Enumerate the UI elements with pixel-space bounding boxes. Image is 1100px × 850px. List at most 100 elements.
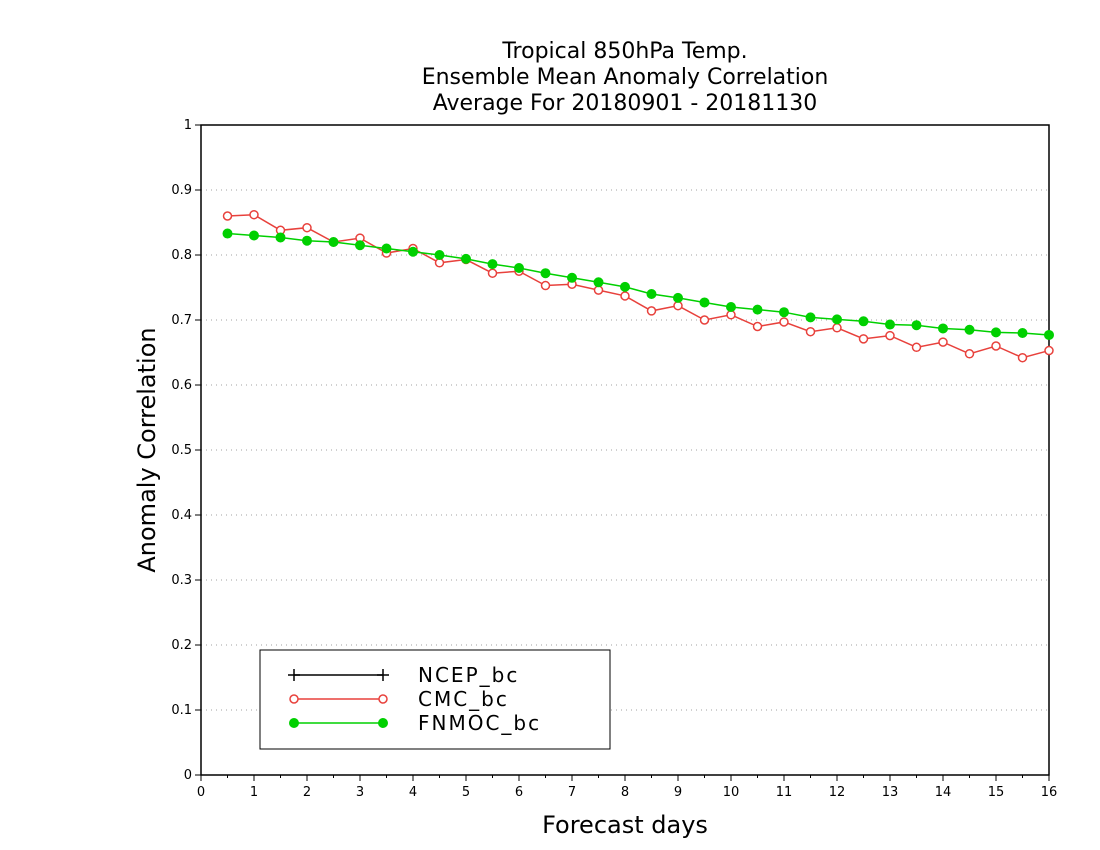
legend-label: CMC_bc <box>418 687 509 711</box>
x-tick-label: 8 <box>621 785 629 800</box>
data-point <box>858 334 869 344</box>
y-axis-label: Anomaly Correlation <box>133 327 161 572</box>
x-tick-label: 12 <box>829 785 846 800</box>
data-point <box>991 341 1001 351</box>
y-tick-label: 0.4 <box>171 508 192 523</box>
data-point <box>673 300 683 311</box>
x-tick-label: 9 <box>674 785 682 800</box>
x-tick-label: 5 <box>462 785 470 800</box>
data-point <box>514 263 524 273</box>
data-point <box>805 312 816 323</box>
data-point <box>885 319 895 330</box>
data-point <box>302 235 312 246</box>
data-point <box>699 297 710 308</box>
x-tick-label: 6 <box>515 785 523 800</box>
data-point <box>593 285 604 295</box>
title-line-3: Average For 20180901 - 20181130 <box>433 91 818 116</box>
data-point <box>355 240 365 251</box>
data-point <box>911 320 922 331</box>
data-point <box>377 669 389 681</box>
data-point <box>779 317 789 327</box>
data-point <box>408 246 418 257</box>
legend-label: FNMOC_bc <box>418 711 541 735</box>
title-line-1: Tropical 850hPa Temp. <box>501 39 747 64</box>
data-point <box>1044 329 1054 340</box>
data-point <box>328 237 339 247</box>
y-tick-label: 1 <box>184 118 192 133</box>
data-point <box>805 326 816 337</box>
data-point <box>832 314 842 325</box>
data-point <box>938 337 948 347</box>
y-tick-label: 0.2 <box>171 638 192 653</box>
x-axis-ticks: 0 1 2 3 4 5 6 7 8 9 10 11 12 13 14 15 16 <box>197 775 1057 800</box>
data-point <box>249 230 259 241</box>
data-point <box>858 316 869 327</box>
data-point <box>249 209 259 220</box>
data-point <box>646 306 657 316</box>
y-axis-ticks: 0 0.1 0.2 0.3 0.4 0.5 0.6 0.7 0.8 0.9 1 <box>171 118 201 783</box>
data-point <box>991 327 1001 338</box>
series-line <box>227 213 1050 359</box>
data-point <box>646 289 657 299</box>
data-point <box>779 307 789 318</box>
data-point <box>832 323 842 333</box>
x-tick-label: 0 <box>197 785 205 800</box>
data-point <box>434 250 445 260</box>
legend-entry: FNMOC_bc <box>289 711 541 735</box>
data-point <box>461 253 471 264</box>
data-point <box>911 342 922 353</box>
chart-title: Tropical 850hPa Temp. Ensemble Mean Anom… <box>422 39 829 116</box>
data-point <box>1017 352 1028 363</box>
data-point <box>1044 345 1054 356</box>
data-point <box>222 228 233 239</box>
data-point <box>593 277 604 288</box>
data-point <box>1017 328 1028 338</box>
data-point <box>487 268 498 278</box>
data-point <box>289 718 299 728</box>
series-line <box>227 232 1050 336</box>
data-point <box>567 272 577 283</box>
series-fnmoc-bc <box>222 228 1054 340</box>
data-point <box>540 280 551 291</box>
grid-lines <box>201 189 1049 711</box>
data-point <box>540 268 551 279</box>
x-tick-label: 7 <box>568 785 576 800</box>
data-point <box>673 292 683 303</box>
data-point <box>938 323 948 334</box>
x-tick-label: 11 <box>776 785 793 800</box>
data-point <box>620 281 630 292</box>
x-tick-label: 10 <box>723 785 740 800</box>
data-point <box>302 222 312 233</box>
x-tick-label: 16 <box>1041 785 1058 800</box>
data-point <box>378 718 388 728</box>
x-tick-label: 14 <box>935 785 952 800</box>
data-point <box>885 330 895 341</box>
title-line-2: Ensemble Mean Anomaly Correlation <box>422 65 829 90</box>
y-tick-label: 0.9 <box>171 183 192 198</box>
series-cmc-bc <box>222 209 1054 363</box>
legend-entry: NCEP_bc <box>288 663 519 687</box>
x-tick-label: 4 <box>409 785 417 800</box>
x-tick-label: 3 <box>356 785 364 800</box>
data-point <box>964 324 975 335</box>
data-point <box>288 669 300 681</box>
x-tick-label: 13 <box>882 785 899 800</box>
data-point <box>381 243 392 254</box>
data-point <box>289 694 299 704</box>
data-point <box>378 694 388 704</box>
x-tick-label: 2 <box>303 785 311 800</box>
x-tick-label: 1 <box>250 785 258 800</box>
legend-label: NCEP_bc <box>418 663 519 687</box>
data-point <box>487 259 498 270</box>
data-point <box>699 315 710 325</box>
data-point <box>752 304 763 315</box>
data-point <box>222 211 233 221</box>
y-tick-label: 0.8 <box>171 248 192 263</box>
data-point <box>964 349 975 359</box>
y-tick-label: 0.6 <box>171 378 192 393</box>
y-tick-label: 0.1 <box>171 703 192 718</box>
data-point <box>752 321 763 332</box>
y-tick-label: 0 <box>184 768 192 783</box>
